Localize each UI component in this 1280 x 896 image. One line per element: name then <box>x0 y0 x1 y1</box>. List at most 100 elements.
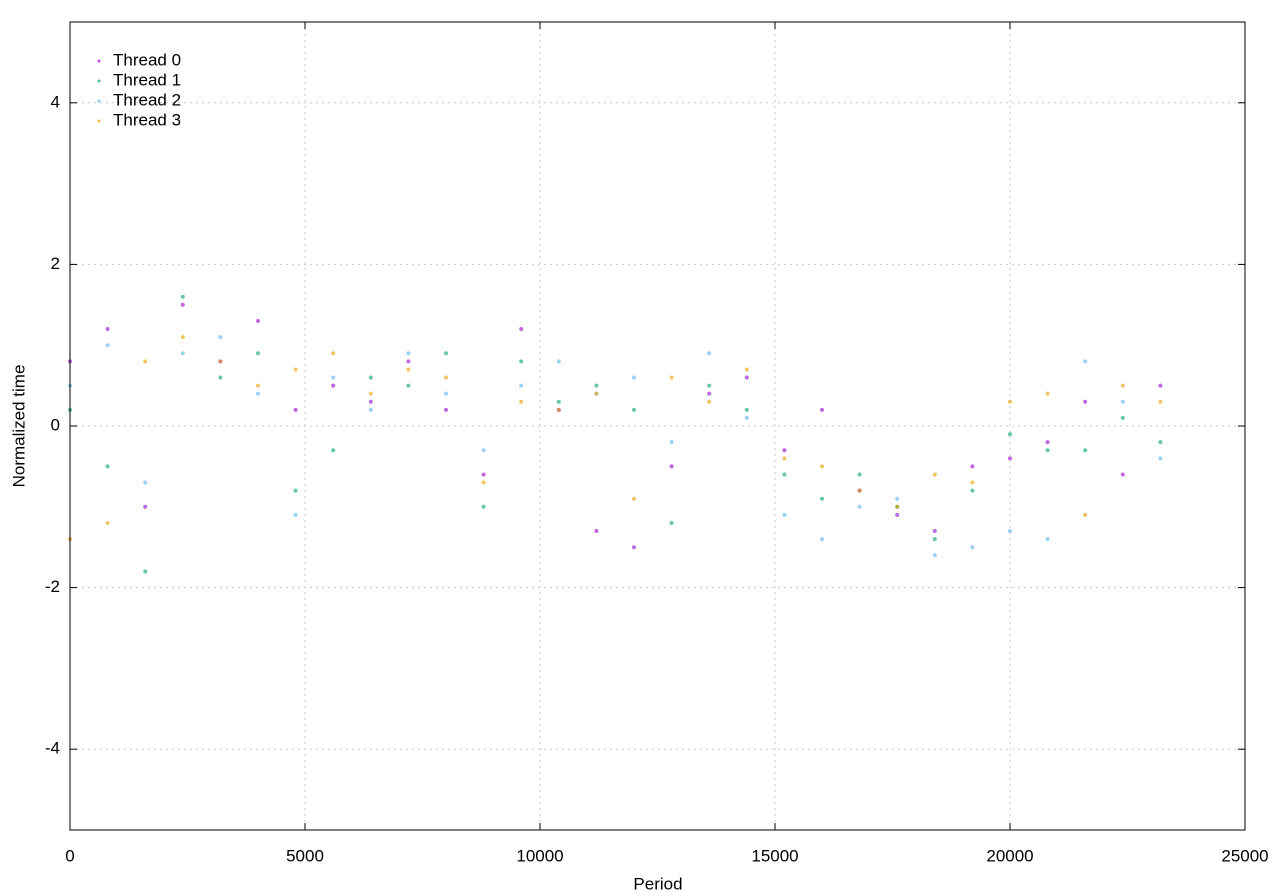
data-point <box>820 496 824 501</box>
data-point <box>143 504 148 509</box>
data-point <box>632 407 636 412</box>
data-point <box>707 383 712 388</box>
data-point <box>932 553 937 558</box>
data-point <box>143 480 148 485</box>
data-point <box>1120 472 1125 477</box>
data-point <box>707 351 712 356</box>
y-tick-label: -4 <box>45 739 60 758</box>
data-point <box>481 472 486 477</box>
data-point <box>331 375 336 380</box>
data-point <box>970 488 975 493</box>
data-point <box>782 512 787 517</box>
x-tick-label: 0 <box>65 846 74 865</box>
data-point <box>707 399 712 404</box>
data-point <box>1008 432 1012 437</box>
data-point <box>293 407 298 412</box>
data-point <box>970 545 975 550</box>
data-point <box>105 520 110 525</box>
data-point <box>368 407 373 412</box>
data-point <box>1045 537 1050 542</box>
legend-label: Thread 1 <box>113 70 181 89</box>
data-point <box>519 383 524 388</box>
data-point <box>1083 448 1088 453</box>
data-point <box>1008 456 1012 461</box>
data-point <box>293 488 298 493</box>
data-point <box>782 448 787 453</box>
data-point <box>1158 456 1163 461</box>
data-point <box>1083 399 1088 404</box>
legend-swatch <box>97 59 101 63</box>
data-point <box>481 480 486 485</box>
data-point <box>669 440 674 445</box>
data-point <box>1008 399 1012 404</box>
data-point <box>519 399 524 404</box>
data-point <box>594 529 599 534</box>
data-point <box>406 383 411 388</box>
y-axis-label: Normalized time <box>9 365 28 488</box>
data-point <box>820 407 824 412</box>
x-axis-label: Period <box>633 874 682 893</box>
data-point <box>444 351 448 356</box>
data-point <box>1120 415 1125 420</box>
plot-frame <box>69 21 1246 831</box>
data-point <box>707 391 712 396</box>
data-point <box>444 391 448 396</box>
data-point <box>1158 440 1163 445</box>
x-tick-label: 25000 <box>1221 846 1268 865</box>
data-point <box>744 375 749 380</box>
data-point <box>1045 440 1050 445</box>
grid-layer <box>69 22 1246 830</box>
data-point <box>481 448 486 453</box>
data-point <box>970 464 975 469</box>
data-point <box>256 318 260 323</box>
x-tick-label: 15000 <box>751 846 798 865</box>
data-point <box>256 351 260 356</box>
y-tick-label: 0 <box>51 415 60 434</box>
data-point <box>820 537 824 542</box>
data-point <box>256 383 260 388</box>
data-point <box>481 504 486 509</box>
data-point <box>1158 383 1163 388</box>
data-point <box>556 399 561 404</box>
data-point <box>932 472 937 477</box>
data-point <box>744 407 749 412</box>
x-tick-label: 20000 <box>986 846 1033 865</box>
x-tick-label: 10000 <box>516 846 563 865</box>
data-point <box>594 383 599 388</box>
data-point <box>1083 512 1088 517</box>
legend-swatch <box>97 79 101 83</box>
data-point <box>857 472 862 477</box>
data-point <box>669 464 674 469</box>
data-point <box>1158 399 1163 404</box>
data-point <box>293 367 298 372</box>
data-point <box>857 488 862 493</box>
points <box>68 294 1163 574</box>
data-point <box>519 359 524 364</box>
data-point <box>895 512 900 517</box>
data-point <box>744 415 749 420</box>
data-point <box>782 472 787 477</box>
legend-swatch <box>97 119 101 123</box>
data-point <box>669 520 674 525</box>
legend-label: Thread 0 <box>113 50 181 69</box>
data-point <box>1008 529 1012 534</box>
data-point <box>895 496 900 501</box>
data-point <box>632 545 636 550</box>
data-point <box>105 464 110 469</box>
data-point <box>1045 448 1050 453</box>
data-point <box>143 359 148 364</box>
data-point <box>895 504 900 509</box>
data-point <box>632 496 636 501</box>
data-point <box>406 351 411 356</box>
data-point <box>143 569 148 574</box>
data-point <box>180 351 185 356</box>
data-point <box>932 529 937 534</box>
data-point <box>218 359 223 364</box>
y-tick-label: 4 <box>51 92 60 111</box>
data-point <box>293 512 298 517</box>
data-point <box>932 537 937 542</box>
data-point <box>594 391 599 396</box>
data-point <box>331 448 336 453</box>
data-point <box>180 302 185 307</box>
